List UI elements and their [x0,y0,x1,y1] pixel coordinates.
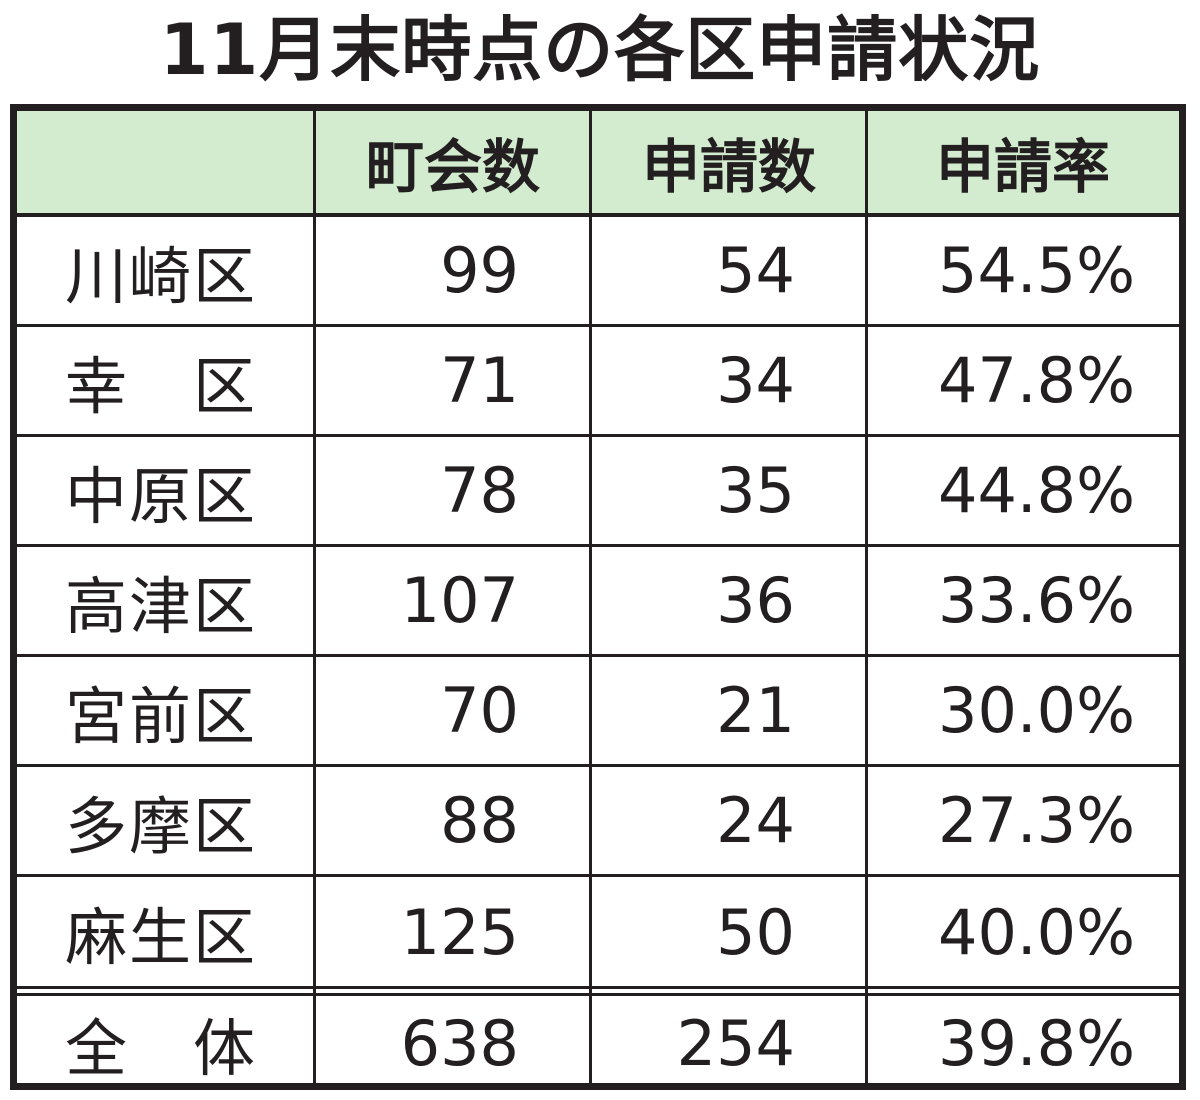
town-count: 107 [400,564,519,637]
town-count: 99 [440,234,519,307]
application-status-table: 町会数 申請数 申請率 川崎区 99 54 54.5% 幸 区 71 34 47… [10,104,1186,1090]
town-count: 71 [440,344,519,417]
column-divider [313,111,316,1083]
application-rate: 47.8% [938,344,1135,417]
total-row: 全 体 638 254 39.8% [17,996,1179,1090]
district-name: 幸 区 [65,349,258,423]
district-name: 多摩区 [65,789,258,863]
table-header-row: 町会数 申請数 申請率 [17,111,1179,217]
table-row: 麻生区 125 50 40.0% [17,877,1179,987]
header-cell-towns: 町会数 [365,133,540,201]
district-name: 高津区 [65,569,258,643]
application-rate: 44.8% [938,454,1135,527]
district-name: 宮前区 [65,679,258,753]
column-divider [865,111,868,1083]
total-application-count: 254 [676,1006,795,1080]
header-cell-rate: 申請率 [935,133,1110,201]
table-title: 11月末時点の各区申請状況 [159,9,1041,91]
application-count: 24 [716,784,795,857]
application-rate: 40.0% [938,895,1135,969]
district-name: 川崎区 [65,239,258,313]
town-count: 88 [440,784,519,857]
total-town-count: 638 [400,1006,519,1080]
table-row: 川崎区 99 54 54.5% [17,217,1179,327]
town-count: 125 [400,895,519,969]
total-application-rate: 39.8% [938,1006,1135,1080]
table-row: 中原区 78 35 44.8% [17,437,1179,547]
application-count: 36 [716,564,795,637]
application-rate: 30.0% [938,674,1135,747]
table-row: 幸 区 71 34 47.8% [17,327,1179,437]
application-count: 54 [716,234,795,307]
header-cell-applications: 申請数 [641,133,816,201]
district-name: 中原区 [65,459,258,533]
application-count: 50 [716,895,795,969]
application-count: 34 [716,344,795,417]
district-name: 麻生区 [65,901,258,974]
column-divider [589,111,592,1083]
table-row: 高津区 107 36 33.6% [17,547,1179,657]
total-label: 全 体 [65,1012,258,1085]
application-rate: 54.5% [938,234,1135,307]
application-rate: 33.6% [938,564,1135,637]
application-count: 35 [716,454,795,527]
header-cell-blank [17,111,315,213]
application-rate: 27.3% [938,784,1135,857]
table-row: 多摩区 88 24 27.3% [17,767,1179,877]
application-count: 21 [716,674,795,747]
table-row: 宮前区 70 21 30.0% [17,657,1179,767]
town-count: 70 [440,674,519,747]
total-separator-double-line [17,986,1179,996]
town-count: 78 [440,454,519,527]
